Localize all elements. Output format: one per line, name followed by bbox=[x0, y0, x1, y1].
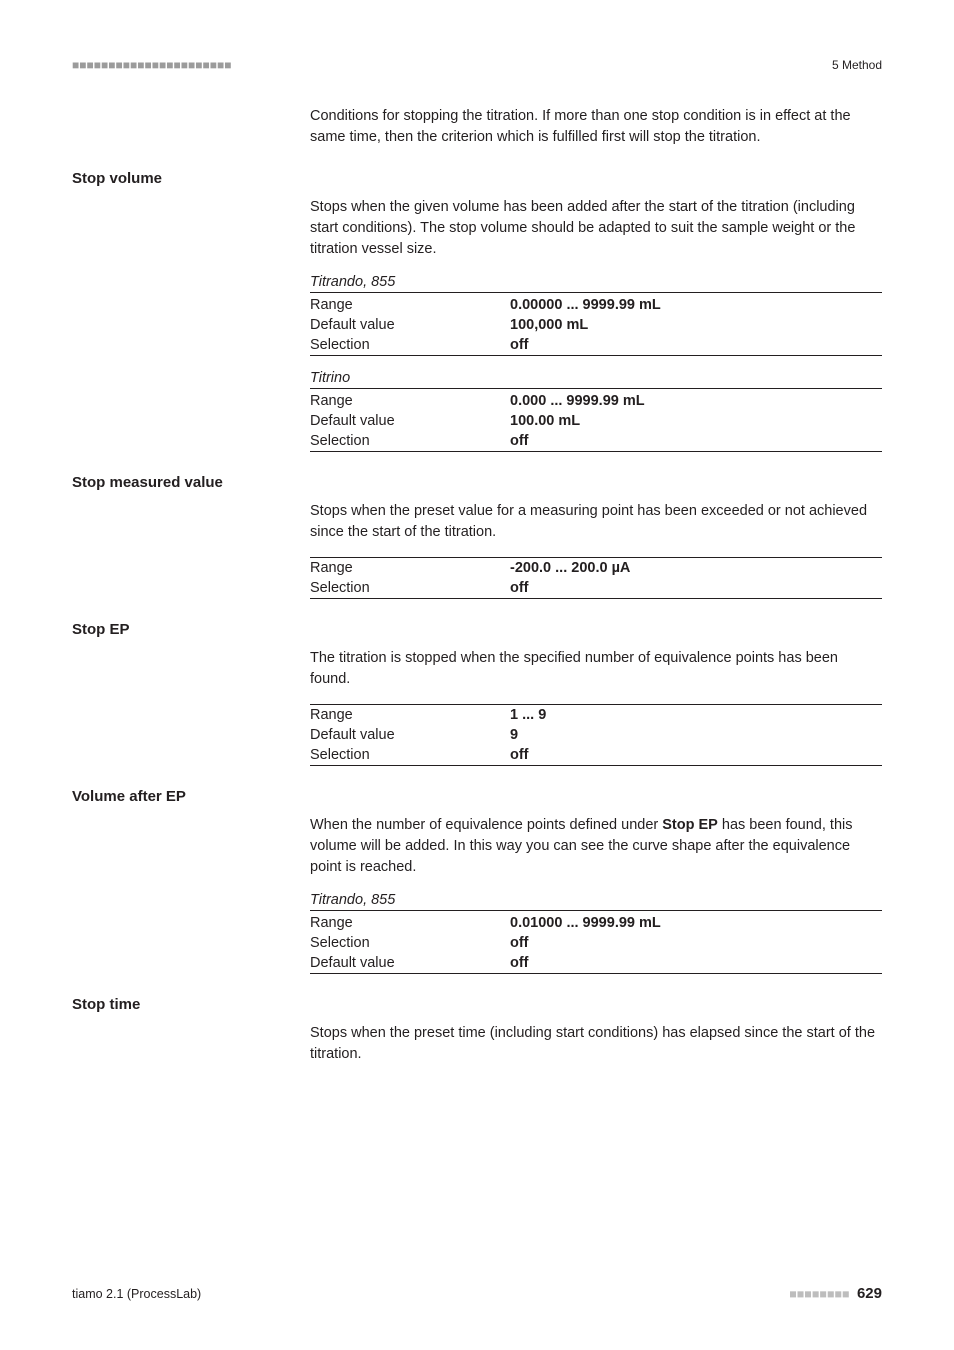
field-body: Stops when the preset time (including st… bbox=[310, 1023, 882, 1065]
row-key: Selection bbox=[310, 578, 510, 599]
field-body: The titration is stopped when the specif… bbox=[310, 648, 882, 766]
desc-pre: When the number of equivalence points de… bbox=[310, 817, 662, 833]
field-stop-ep: Stop EP The titration is stopped when th… bbox=[72, 621, 882, 766]
header-section-label: 5 Method bbox=[832, 58, 882, 72]
footer-dashes: ■■■■■■■■ bbox=[789, 1287, 849, 1301]
field-body: Stops when the given volume has been add… bbox=[310, 197, 882, 452]
page-header: ■■■■■■■■■■■■■■■■■■■■■■ 5 Method bbox=[72, 58, 882, 72]
kv-table: Range -200.0 ... 200.0 µA Selection off bbox=[310, 557, 882, 599]
table-row: Selection off bbox=[310, 933, 882, 953]
subgroup-titrando: Titrando, 855 Range 0.01000 ... 9999.99 … bbox=[310, 892, 882, 974]
field-volume-after-ep: Volume after EP When the number of equiv… bbox=[72, 788, 882, 974]
row-key: Default value bbox=[310, 953, 510, 974]
page: ■■■■■■■■■■■■■■■■■■■■■■ 5 Method Conditio… bbox=[0, 0, 954, 1350]
field-stop-measured-value: Stop measured value Stops when the prese… bbox=[72, 474, 882, 599]
field-label: Volume after EP bbox=[72, 788, 882, 805]
table-row: Range 0.01000 ... 9999.99 mL bbox=[310, 913, 882, 933]
subgroup-titrando: Titrando, 855 Range 0.00000 ... 9999.99 … bbox=[310, 274, 882, 356]
subgroup: Range -200.0 ... 200.0 µA Selection off bbox=[310, 557, 882, 599]
table-row: Selection off bbox=[310, 578, 882, 599]
table-row: Range 1 ... 9 bbox=[310, 705, 882, 726]
row-value: 0.01000 ... 9999.99 mL bbox=[510, 913, 882, 933]
row-key: Range bbox=[310, 705, 510, 726]
row-value: off bbox=[510, 745, 882, 766]
row-value: 100.00 mL bbox=[510, 411, 882, 431]
row-value: 0.00000 ... 9999.99 mL bbox=[510, 295, 882, 315]
row-value: off bbox=[510, 431, 882, 452]
field-label: Stop time bbox=[72, 996, 882, 1013]
row-key: Range bbox=[310, 913, 510, 933]
field-description: The titration is stopped when the specif… bbox=[310, 648, 882, 690]
kv-table: Range 0.000 ... 9999.99 mL Default value… bbox=[310, 391, 882, 452]
field-description: Stops when the preset time (including st… bbox=[310, 1023, 882, 1065]
page-footer: tiamo 2.1 (ProcessLab) ■■■■■■■■ 629 bbox=[72, 1285, 882, 1302]
footer-product: tiamo 2.1 (ProcessLab) bbox=[72, 1287, 201, 1301]
header-dashes: ■■■■■■■■■■■■■■■■■■■■■■ bbox=[72, 58, 231, 72]
kv-table: Range 1 ... 9 Default value 9 Selection … bbox=[310, 704, 882, 766]
row-value: 0.000 ... 9999.99 mL bbox=[510, 391, 882, 411]
footer-page-number: 629 bbox=[857, 1285, 882, 1302]
table-row: Default value 100.00 mL bbox=[310, 411, 882, 431]
field-body: Stops when the preset value for a measur… bbox=[310, 501, 882, 599]
row-key: Range bbox=[310, 558, 510, 579]
row-value: off bbox=[510, 578, 882, 599]
row-key: Selection bbox=[310, 933, 510, 953]
field-description: Stops when the given volume has been add… bbox=[310, 197, 882, 260]
field-description: When the number of equivalence points de… bbox=[310, 815, 882, 878]
intro-paragraph: Conditions for stopping the titration. I… bbox=[310, 106, 882, 148]
row-value: 100,000 mL bbox=[510, 315, 882, 335]
kv-table: Range 0.00000 ... 9999.99 mL Default val… bbox=[310, 295, 882, 356]
row-key: Selection bbox=[310, 335, 510, 356]
field-label: Stop measured value bbox=[72, 474, 882, 491]
table-row: Selection off bbox=[310, 431, 882, 452]
row-value: off bbox=[510, 335, 882, 356]
field-label: Stop EP bbox=[72, 621, 882, 638]
row-value: 9 bbox=[510, 725, 882, 745]
field-description: Stops when the preset value for a measur… bbox=[310, 501, 882, 543]
table-row: Range -200.0 ... 200.0 µA bbox=[310, 558, 882, 579]
row-key: Range bbox=[310, 391, 510, 411]
field-stop-time: Stop time Stops when the preset time (in… bbox=[72, 996, 882, 1065]
table-row: Default value off bbox=[310, 953, 882, 974]
row-key: Selection bbox=[310, 431, 510, 452]
row-value: -200.0 ... 200.0 µA bbox=[510, 558, 882, 579]
row-key: Range bbox=[310, 295, 510, 315]
row-key: Default value bbox=[310, 725, 510, 745]
subgroup-title: Titrino bbox=[310, 370, 882, 389]
subgroup-titrino: Titrino Range 0.000 ... 9999.99 mL Defau… bbox=[310, 370, 882, 452]
subgroup-title: Titrando, 855 bbox=[310, 274, 882, 293]
subgroup: Range 1 ... 9 Default value 9 Selection … bbox=[310, 704, 882, 766]
table-row: Range 0.00000 ... 9999.99 mL bbox=[310, 295, 882, 315]
field-body: When the number of equivalence points de… bbox=[310, 815, 882, 974]
table-row: Selection off bbox=[310, 335, 882, 356]
row-value: off bbox=[510, 953, 882, 974]
row-key: Selection bbox=[310, 745, 510, 766]
table-row: Default value 9 bbox=[310, 725, 882, 745]
desc-bold: Stop EP bbox=[662, 817, 718, 833]
table-row: Default value 100,000 mL bbox=[310, 315, 882, 335]
table-row: Range 0.000 ... 9999.99 mL bbox=[310, 391, 882, 411]
subgroup-title: Titrando, 855 bbox=[310, 892, 882, 911]
kv-table: Range 0.01000 ... 9999.99 mL Selection o… bbox=[310, 913, 882, 974]
row-key: Default value bbox=[310, 411, 510, 431]
row-value: off bbox=[510, 933, 882, 953]
row-key: Default value bbox=[310, 315, 510, 335]
row-value: 1 ... 9 bbox=[510, 705, 882, 726]
field-stop-volume: Stop volume Stops when the given volume … bbox=[72, 170, 882, 452]
field-label: Stop volume bbox=[72, 170, 882, 187]
footer-right: ■■■■■■■■ 629 bbox=[789, 1285, 882, 1302]
table-row: Selection off bbox=[310, 745, 882, 766]
